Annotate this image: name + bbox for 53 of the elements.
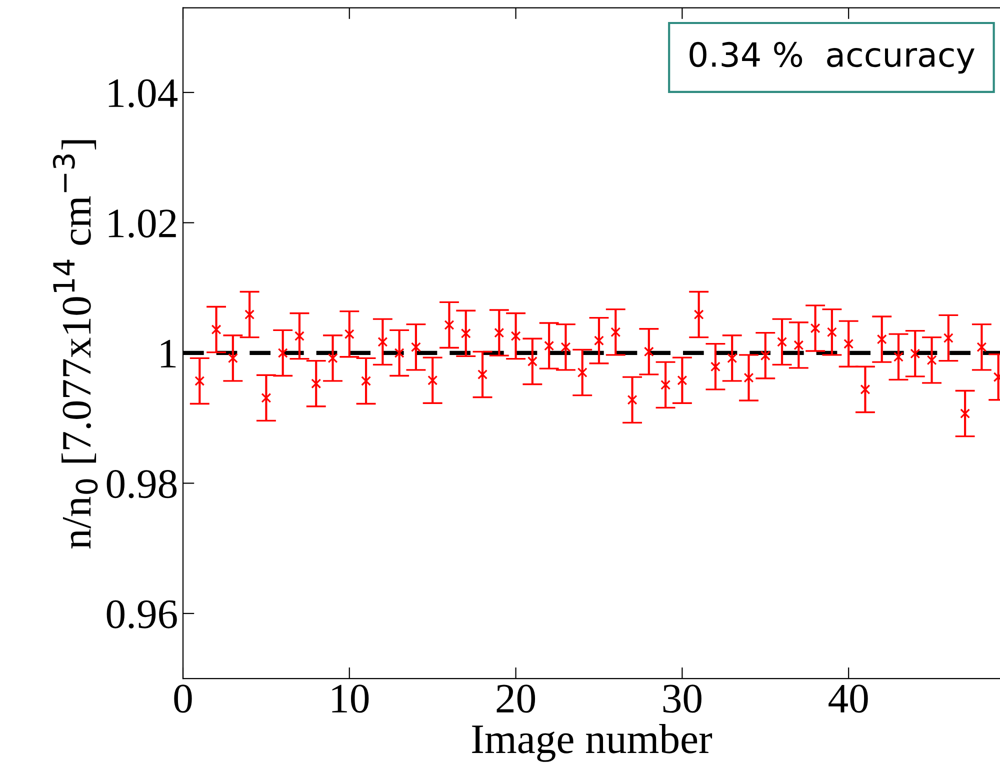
point bbox=[261, 392, 272, 403]
point bbox=[644, 346, 654, 357]
point bbox=[577, 368, 588, 378]
point bbox=[594, 336, 604, 346]
x-tick-label: 20 bbox=[496, 684, 536, 713]
x-tick-label: 40 bbox=[828, 684, 868, 713]
point bbox=[910, 348, 920, 359]
point bbox=[344, 329, 354, 340]
point bbox=[478, 369, 488, 380]
point bbox=[810, 323, 820, 334]
point bbox=[244, 310, 255, 320]
point bbox=[444, 320, 454, 330]
point bbox=[410, 342, 421, 352]
point bbox=[527, 356, 538, 366]
y-tick-label: 1.04 bbox=[108, 79, 178, 108]
point bbox=[960, 408, 970, 419]
point bbox=[826, 327, 837, 338]
y-axis-title: n/n$_{0}$ [7.077x10$^{14}$ cm$^{−3}$] bbox=[52, 140, 98, 548]
point bbox=[694, 310, 704, 320]
y-tick-label: 0.98 bbox=[106, 470, 177, 498]
point bbox=[361, 376, 372, 386]
point bbox=[228, 353, 238, 364]
point bbox=[378, 336, 388, 347]
y-tick-label: 0.96 bbox=[106, 600, 177, 629]
point bbox=[294, 331, 304, 342]
point bbox=[394, 348, 404, 358]
point bbox=[710, 362, 720, 372]
y-tick-label: 1.02 bbox=[108, 209, 176, 238]
point bbox=[660, 380, 671, 390]
point bbox=[727, 353, 738, 364]
point bbox=[926, 355, 937, 366]
point bbox=[627, 394, 638, 405]
point bbox=[610, 327, 621, 338]
point bbox=[860, 384, 870, 394]
point bbox=[760, 350, 770, 361]
point bbox=[494, 328, 504, 338]
annotation: 0.34 % accuracy bbox=[690, 42, 974, 74]
point bbox=[976, 342, 987, 352]
x-tick-label: 30 bbox=[663, 684, 702, 713]
point bbox=[943, 332, 954, 343]
y-tick-label: 1 bbox=[160, 340, 176, 368]
x-tick-label: 10 bbox=[332, 684, 369, 713]
point bbox=[844, 338, 854, 349]
point bbox=[677, 375, 688, 386]
x-tick-label: 0 bbox=[174, 684, 192, 713]
point bbox=[194, 376, 205, 386]
point bbox=[460, 328, 471, 338]
point bbox=[311, 378, 322, 389]
point bbox=[544, 340, 554, 351]
point bbox=[876, 334, 887, 344]
point bbox=[428, 375, 438, 386]
point bbox=[777, 336, 788, 347]
x-axis-title: Image number bbox=[472, 724, 712, 762]
